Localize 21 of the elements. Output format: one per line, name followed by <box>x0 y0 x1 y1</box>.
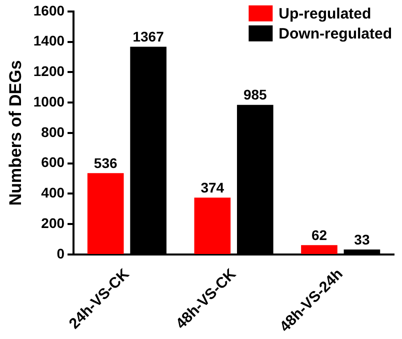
data-label: 374 <box>200 180 224 196</box>
y-tick-label: 1200 <box>33 63 65 80</box>
y-tick-label: 1000 <box>33 93 65 110</box>
y-tick-label: 800 <box>41 124 65 140</box>
y-tick-label: 600 <box>41 154 65 170</box>
legend-label: Up-regulated <box>278 6 372 23</box>
y-tick-label: 400 <box>41 184 65 201</box>
y-axis-title: Numbers of DEGs <box>6 60 25 206</box>
data-label: 1367 <box>132 28 164 45</box>
y-tick-label: 1600 <box>33 2 65 18</box>
legend-label: Down-regulated <box>278 26 392 43</box>
y-tick-label: 0 <box>56 245 65 262</box>
bar <box>301 245 338 254</box>
bar <box>194 198 231 254</box>
bar <box>87 173 124 254</box>
data-label: 62 <box>311 226 328 243</box>
data-label: 536 <box>94 154 118 171</box>
data-label: 985 <box>243 86 268 103</box>
y-tick-label: 200 <box>41 214 65 231</box>
data-label: 33 <box>354 231 370 248</box>
y-tick-label: 1400 <box>33 32 65 49</box>
